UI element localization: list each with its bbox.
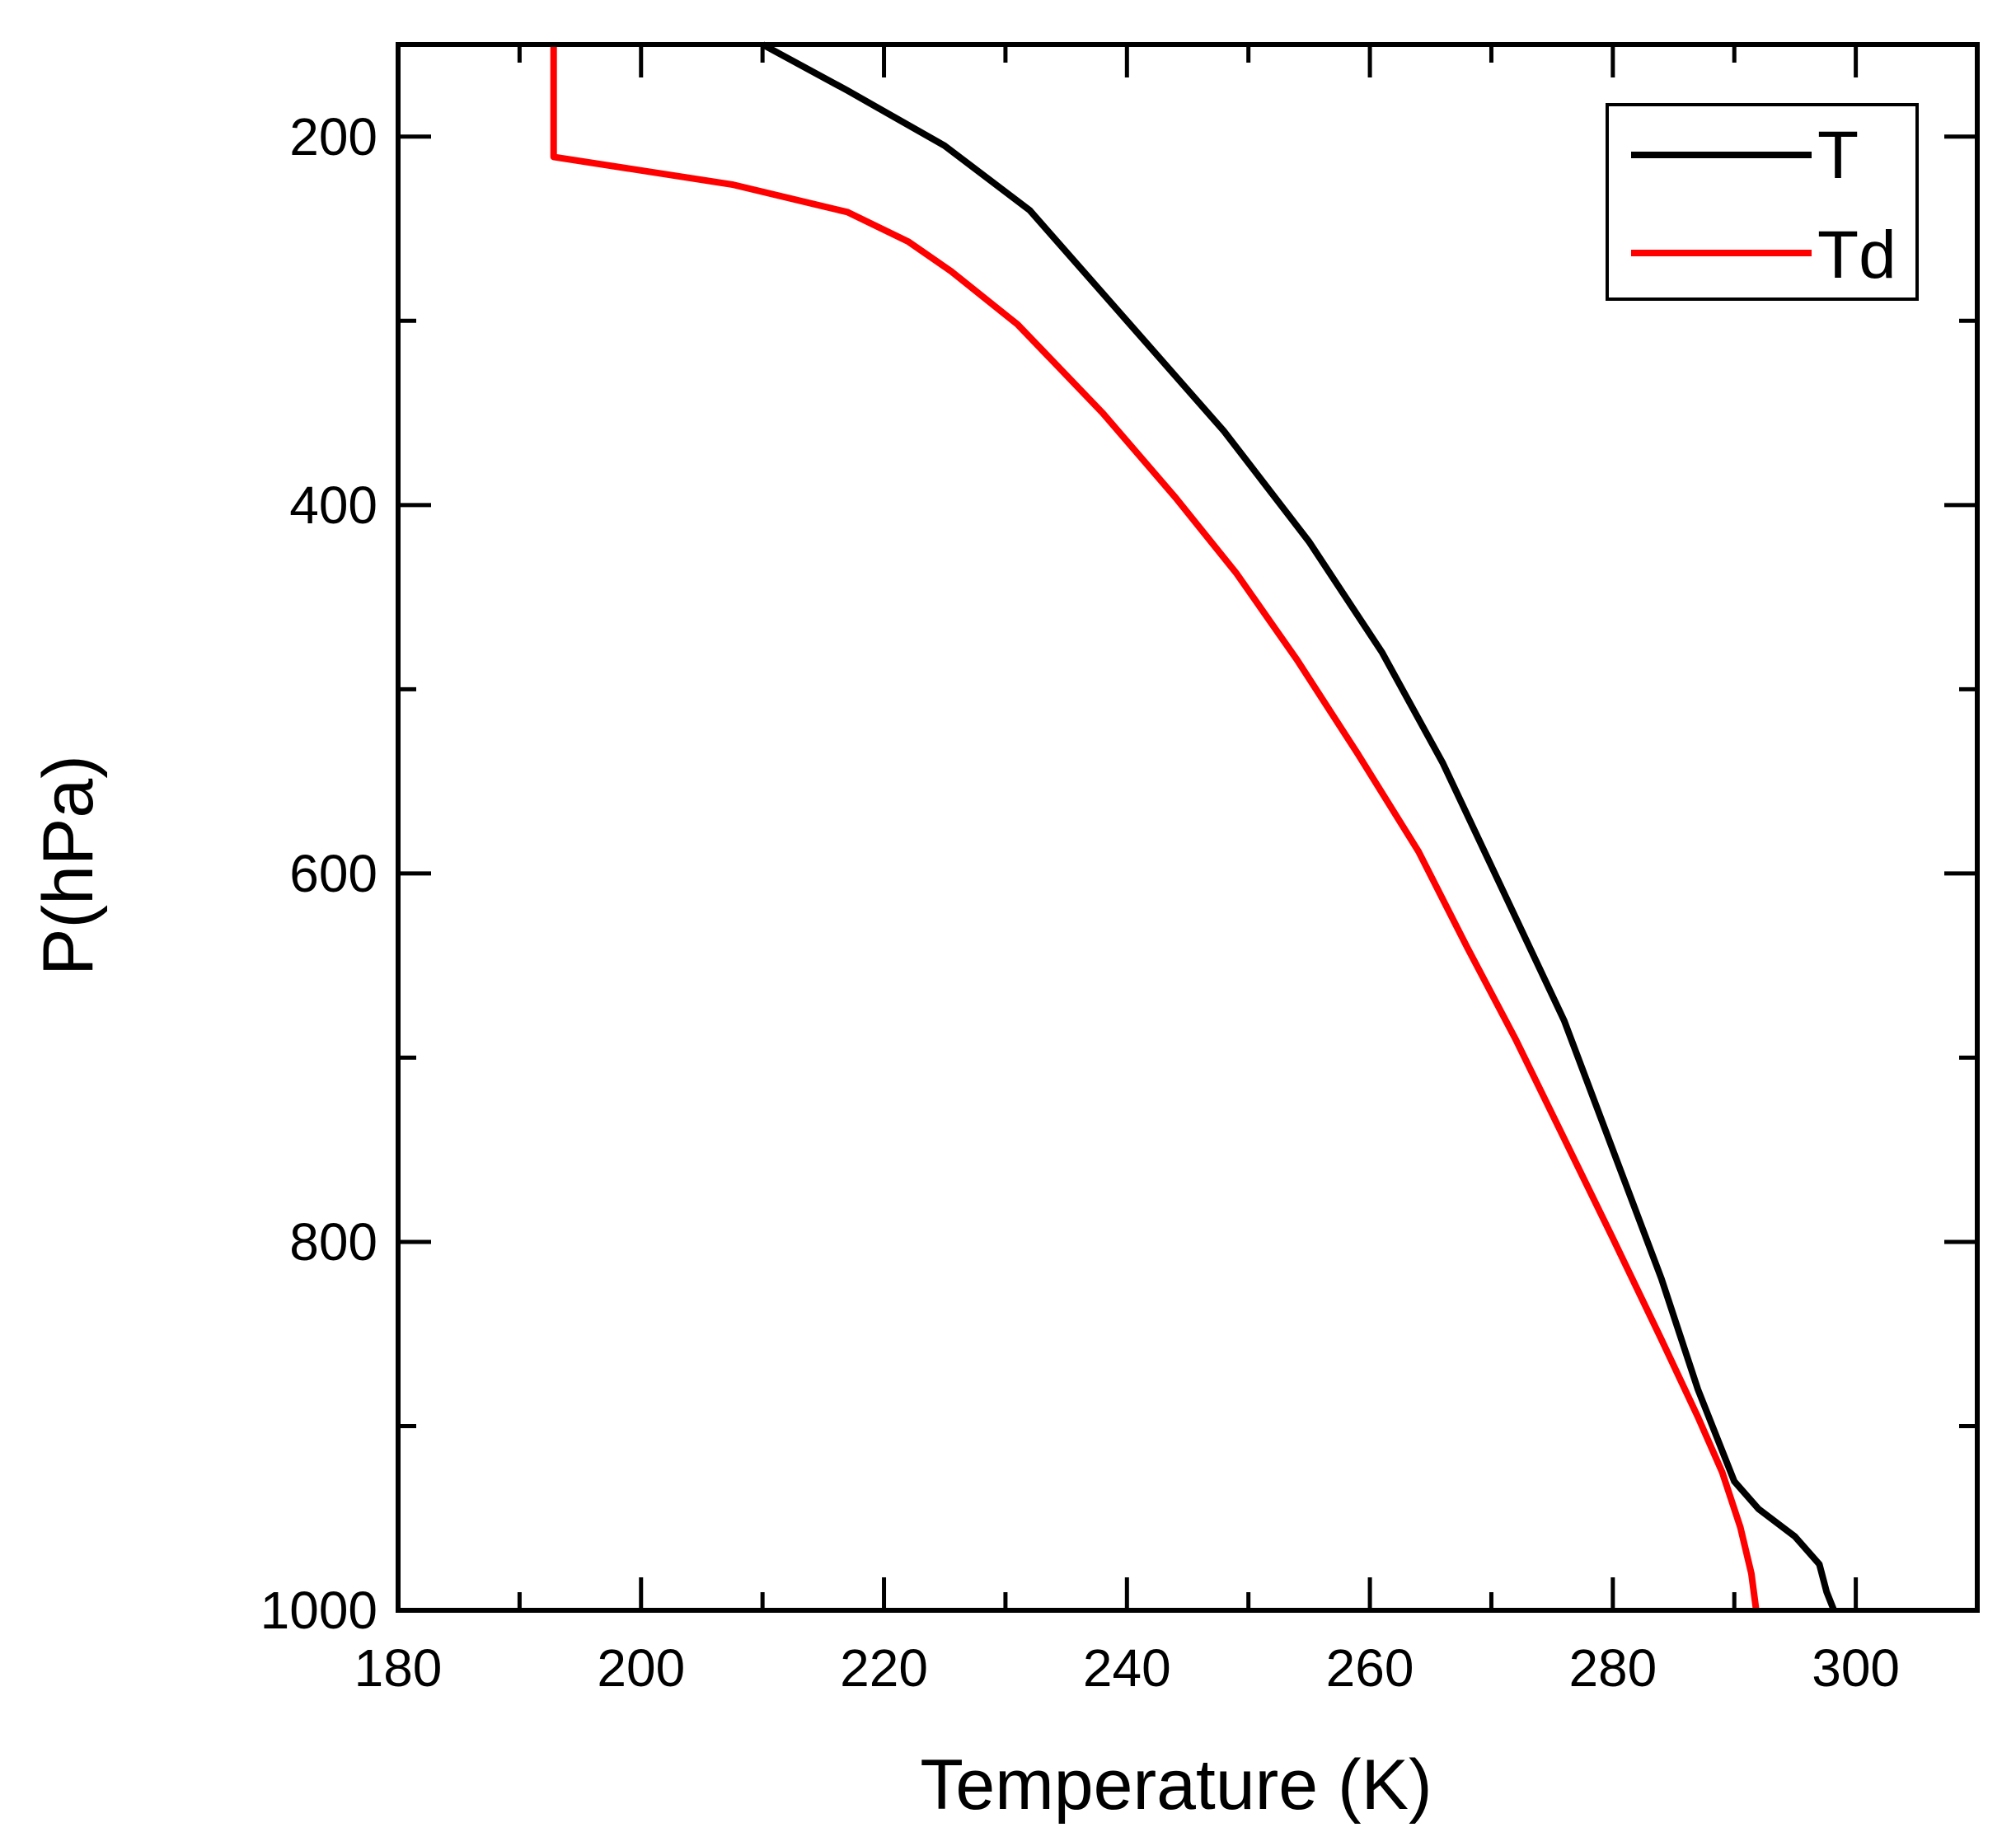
x-tick-label-240: 240 [1083,1638,1171,1698]
tick-labels: 180 200 220 240 260 280 300 200 400 600 800 1000 [260,107,1900,1698]
legend-label-t: T [1817,118,1859,193]
y-tick-label-1000: 1000 [260,1581,377,1640]
x-tick-label-200: 200 [597,1638,685,1698]
y-tick-label-800: 800 [289,1212,377,1272]
y-axis-label: P(hPa) [29,755,108,976]
series-line-t [761,41,1837,1612]
x-axis-label: Temperature (K) [920,1745,1432,1825]
axis-ticks [396,45,1980,1613]
legend-label-td: Td [1817,218,1896,293]
legend: T Td [1606,103,1919,301]
plot-frame [396,42,1980,1613]
x-tick-label-280: 280 [1568,1638,1657,1698]
legend-box [1606,103,1919,301]
x-tick-label-300: 300 [1812,1638,1900,1698]
x-tick-label-220: 220 [840,1638,928,1698]
plot-lines [550,41,1837,1612]
x-tick-label-260: 260 [1326,1638,1414,1698]
y-tick-label-600: 600 [289,844,377,903]
y-tick-label-200: 200 [289,107,377,166]
series-line-td [550,45,1760,1611]
y-tick-label-400: 400 [289,476,377,535]
x-tick-label-180: 180 [354,1638,443,1698]
